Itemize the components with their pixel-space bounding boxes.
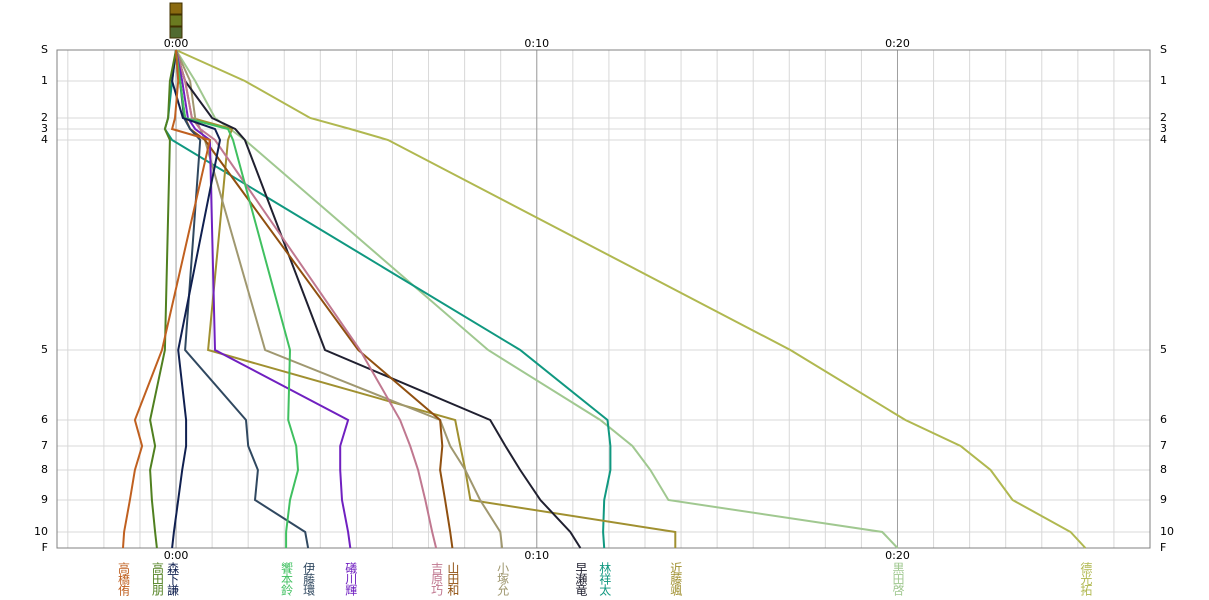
runner-name: 小塚允 (496, 562, 510, 597)
x-tick-label-bottom: 0:20 (885, 549, 910, 562)
runner-name: 伊藤環 (302, 562, 316, 596)
y-tick-label-left: 4 (41, 133, 48, 146)
y-tick-label-left: 8 (41, 463, 48, 476)
y-tick-label-right: 10 (1160, 525, 1174, 538)
runner-line (175, 49, 352, 549)
runner-line (171, 49, 222, 549)
x-tick-label-bottom: 0:10 (524, 549, 549, 562)
y-tick-label-left: F (42, 541, 48, 554)
y-tick-label-right: F (1160, 541, 1166, 554)
y-tick-label-right: 6 (1160, 413, 1167, 426)
y-tick-label-right: 4 (1160, 133, 1167, 146)
x-tick-label-top: 0:00 (164, 37, 189, 50)
runner-name: 早瀬竜 (574, 562, 588, 596)
runner-name: 高田朋 (150, 561, 164, 597)
y-tick-label-left: S (41, 43, 48, 56)
y-tick-label-left: 10 (34, 525, 48, 538)
runner-name: 礒川輝 (344, 562, 358, 596)
runner-line (175, 49, 582, 549)
y-tick-label-right: 5 (1160, 343, 1167, 356)
x-tick-label-top: 0:20 (885, 37, 910, 50)
y-tick-label-left: 7 (41, 439, 48, 452)
runner-name: 黒田啓 (891, 562, 905, 596)
runner-line (175, 49, 300, 548)
runner-line (175, 49, 504, 549)
y-tick-label-right: S (1160, 43, 1167, 56)
runner-line (175, 49, 899, 549)
x-tick-label-top: 0:10 (524, 37, 549, 50)
y-tick-label-left: 1 (41, 74, 48, 87)
y-tick-label-right: 2 (1160, 111, 1167, 124)
y-tick-label-left: 2 (41, 111, 48, 124)
runner-line (149, 49, 177, 549)
runner-name: 吉原巧 (430, 562, 444, 596)
plot-frame (56, 49, 1151, 549)
runner-line (163, 49, 612, 549)
runner-name: 德光拓 (1079, 561, 1093, 596)
y-tick-label-left: 3 (41, 122, 48, 135)
runner-name: 林祥太 (598, 562, 612, 596)
runner-name: 森下謙 (166, 561, 180, 596)
y-tick-label-left: 5 (41, 343, 48, 356)
y-tick-label-right: 8 (1160, 463, 1167, 476)
x-tick-label-bottom: 0:00 (164, 549, 189, 562)
y-tick-label-left: 9 (41, 493, 48, 506)
runner-name: 近藤颯 (669, 562, 683, 597)
runner-name: 高橋侑 (117, 561, 131, 597)
runner-name: 饗本鈴 (280, 561, 294, 596)
runner-line (175, 49, 438, 549)
header-icons (169, 2, 183, 39)
runner-line (175, 49, 1087, 549)
y-tick-label-right: 1 (1160, 74, 1167, 87)
runner-line (122, 49, 212, 549)
runner-name: 山田和 (446, 562, 460, 596)
y-tick-label-right: 9 (1160, 493, 1167, 506)
y-tick-label-left: 6 (41, 413, 48, 426)
y-tick-label-right: 3 (1160, 122, 1167, 135)
y-tick-label-right: 7 (1160, 439, 1167, 452)
